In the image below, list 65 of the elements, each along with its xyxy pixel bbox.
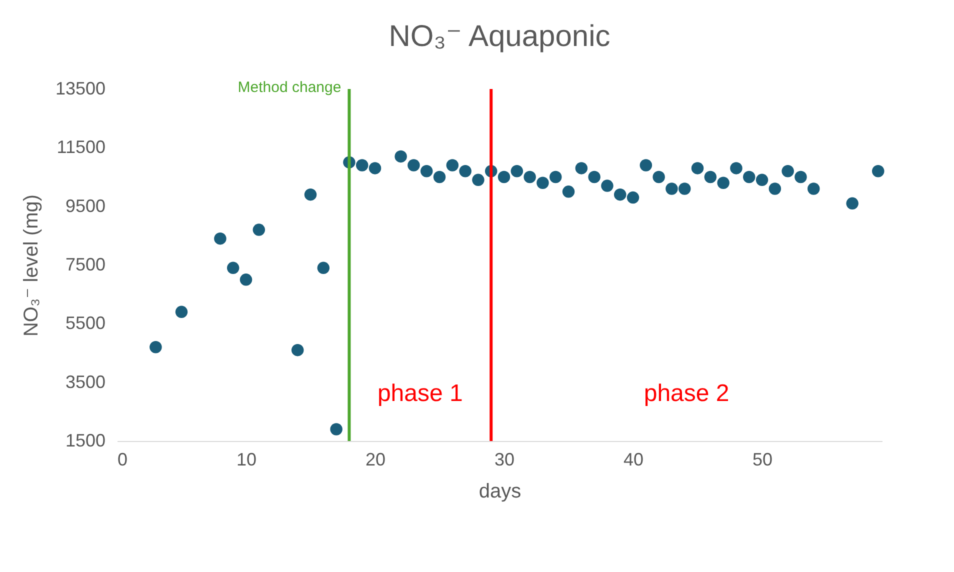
point xyxy=(730,162,742,174)
y-tick-label: 13500 xyxy=(55,78,106,98)
point xyxy=(330,423,342,436)
y-axis-title: NO₃⁻ level (mg) xyxy=(20,194,42,337)
point xyxy=(510,165,524,178)
x-tick-label: 0 xyxy=(118,450,128,470)
point xyxy=(562,186,575,198)
point xyxy=(652,170,665,184)
point xyxy=(524,170,536,184)
point xyxy=(743,170,756,184)
point xyxy=(614,188,626,201)
point xyxy=(717,176,730,189)
point xyxy=(240,274,252,286)
point xyxy=(808,182,820,195)
y-tick-label: 3500 xyxy=(65,372,106,392)
y-tick-label: 5500 xyxy=(65,313,106,334)
x-tick-label: 40 xyxy=(624,450,644,470)
annotation: phase 2 xyxy=(644,380,730,407)
x-tick-label: 20 xyxy=(365,450,386,470)
point xyxy=(536,176,549,189)
x-tick-label: 10 xyxy=(236,450,257,470)
chart-title: NO₃⁻ Aquaponic xyxy=(388,20,610,53)
point xyxy=(640,159,652,172)
x-axis-title: days xyxy=(478,480,522,502)
point xyxy=(472,174,484,186)
x-tick-label: 30 xyxy=(494,450,515,470)
y-tick-label: 11500 xyxy=(56,137,106,158)
point xyxy=(226,262,240,274)
point xyxy=(691,162,704,174)
point xyxy=(588,170,600,184)
point xyxy=(317,262,330,274)
point xyxy=(252,224,266,236)
point xyxy=(626,191,640,204)
point xyxy=(872,165,884,178)
point xyxy=(846,197,858,210)
point xyxy=(368,162,382,174)
point xyxy=(150,341,162,354)
point xyxy=(291,344,304,356)
point xyxy=(420,165,433,178)
point xyxy=(549,170,562,184)
y-tick-label: 9500 xyxy=(65,196,106,216)
x-tick-label: 50 xyxy=(752,450,773,470)
annotation: phase 1 xyxy=(377,380,463,407)
point xyxy=(408,159,420,172)
point xyxy=(782,165,794,178)
point xyxy=(666,182,678,195)
point xyxy=(768,182,782,195)
ref-line-label: Method change xyxy=(238,79,342,96)
point xyxy=(459,165,472,178)
point xyxy=(756,174,768,186)
y-tick-label: 1500 xyxy=(65,430,106,450)
point xyxy=(356,159,368,172)
point xyxy=(175,306,188,318)
point xyxy=(394,150,407,163)
point xyxy=(704,170,717,184)
point xyxy=(794,170,807,184)
point xyxy=(678,182,691,195)
point xyxy=(446,159,459,172)
point xyxy=(433,170,446,184)
point xyxy=(214,232,226,245)
point xyxy=(498,170,510,184)
point xyxy=(601,180,614,192)
point xyxy=(575,162,588,174)
point xyxy=(304,188,317,201)
y-tick-label: 7500 xyxy=(65,254,106,274)
